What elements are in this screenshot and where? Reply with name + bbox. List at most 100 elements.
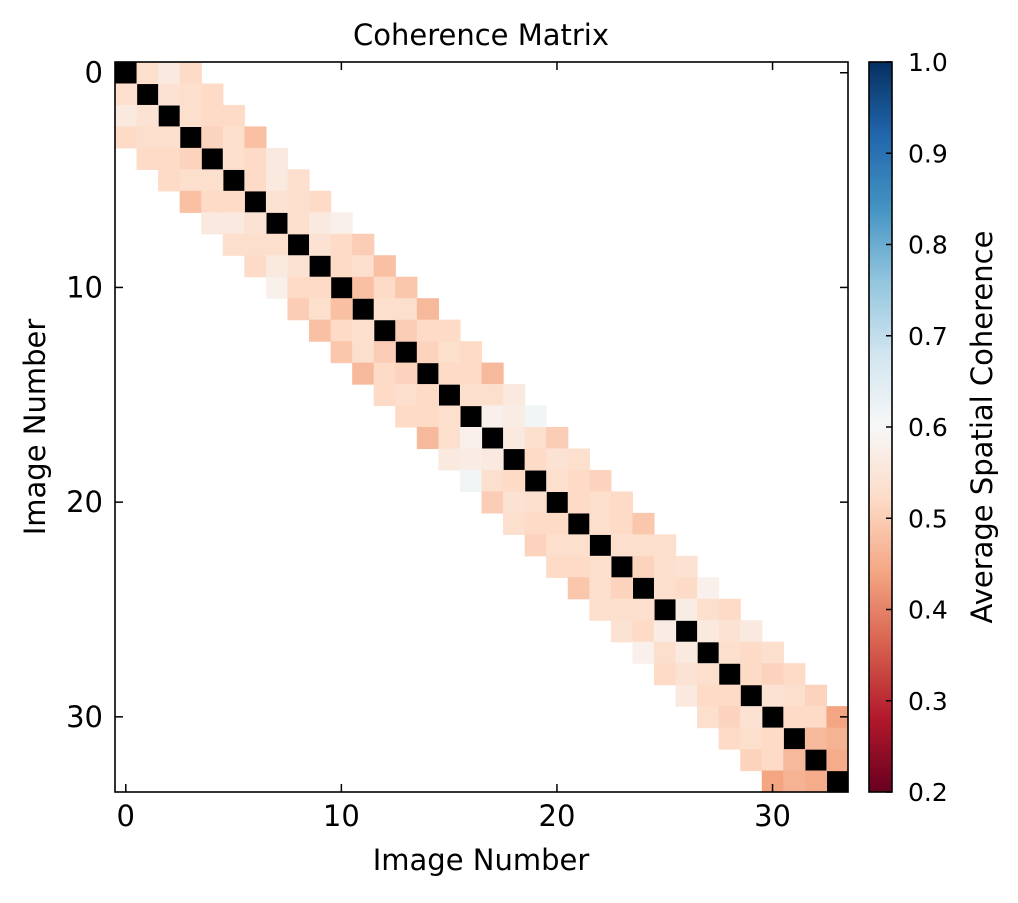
colorbar-tick-label: 0.8 <box>908 231 948 260</box>
heatmap-cell <box>373 276 396 299</box>
heatmap-cell <box>459 341 483 364</box>
diagonal-cell <box>632 577 655 600</box>
heatmap-cell <box>481 491 504 514</box>
heatmap-cell <box>632 598 655 621</box>
heatmap-cell <box>416 341 439 364</box>
heatmap-cell <box>373 255 396 278</box>
heatmap-cell <box>244 169 267 192</box>
heatmap-cell <box>222 212 245 235</box>
diagonal-cell <box>373 319 396 342</box>
heatmap-cell <box>330 255 353 278</box>
heatmap-cell <box>222 190 245 213</box>
heatmap-cell <box>115 83 138 106</box>
heatmap-cell <box>503 469 526 493</box>
heatmap-cell <box>330 341 353 364</box>
diagonal-cell <box>610 555 634 578</box>
heatmap-cell <box>546 427 569 450</box>
y-axis-label: Image Number <box>18 319 52 536</box>
heatmap-cell <box>524 512 547 535</box>
colorbar-tick-label: 0.2 <box>908 778 948 807</box>
heatmap-cell <box>503 384 526 407</box>
heatmap-cell <box>761 727 784 750</box>
heatmap-cell <box>287 169 310 192</box>
heatmap-cell <box>740 641 763 664</box>
heatmap-cell <box>330 233 353 256</box>
diagonal-cell <box>309 255 332 278</box>
heatmap-cell <box>610 620 634 643</box>
heatmap-cell <box>438 427 461 450</box>
plot-frame <box>114 61 849 793</box>
diagonal-cell <box>115 62 138 85</box>
heatmap-cell <box>610 534 634 557</box>
heatmap-cell <box>718 620 741 643</box>
heatmap-cell <box>481 405 504 428</box>
heatmap-cell <box>524 405 547 428</box>
heatmap-cell <box>395 362 418 385</box>
diagonal-cell <box>179 126 202 149</box>
heatmap-cell <box>395 384 418 407</box>
heatmap-cell <box>653 555 677 578</box>
heatmap-cell <box>179 190 202 213</box>
heatmap-cell <box>309 212 332 235</box>
heatmap-cell <box>309 298 332 321</box>
heatmap-cells <box>115 62 849 793</box>
diagonal-cell <box>459 405 483 428</box>
heatmap-cell <box>244 147 267 170</box>
heatmap-cell <box>632 512 655 535</box>
colorbar-tick-label: 0.4 <box>908 596 948 625</box>
diagonal-cell <box>567 512 590 535</box>
x-axis-label: Image Number <box>373 843 590 877</box>
heatmap-cell <box>632 534 655 557</box>
heatmap-cell <box>761 641 784 664</box>
heatmap-cell <box>589 491 612 514</box>
heatmap-cell <box>632 620 655 643</box>
heatmap-cell <box>546 512 569 535</box>
chart-title: Coherence Matrix <box>353 18 609 52</box>
diagonal-cell <box>222 169 245 192</box>
heatmap-cell <box>352 233 375 256</box>
heatmap-cell <box>265 169 289 192</box>
heatmap-cell <box>222 126 245 149</box>
diagonal-cell <box>675 620 698 643</box>
heatmap-cell <box>524 427 547 450</box>
heatmap-cell <box>804 706 828 729</box>
heatmap-cell <box>567 491 590 514</box>
heatmap-cell <box>330 319 353 342</box>
heatmap-cell <box>158 62 181 85</box>
heatmap-cell <box>826 727 849 750</box>
heatmap-cell <box>179 62 202 85</box>
heatmap-cell <box>503 491 526 514</box>
heatmap-cell <box>244 212 267 235</box>
heatmap-cell <box>567 577 590 600</box>
heatmap-cell <box>610 491 634 514</box>
heatmap-cell <box>222 233 245 256</box>
heatmap-cell <box>826 749 849 772</box>
heatmap-cell <box>826 706 849 729</box>
heatmap-cell <box>158 169 181 192</box>
heatmap-cell <box>373 362 396 385</box>
heatmap-cell <box>136 147 159 170</box>
heatmap-cell <box>179 104 202 128</box>
heatmap-cell <box>265 233 289 256</box>
heatmap-cell <box>352 319 375 342</box>
heatmap-cell <box>589 469 612 493</box>
heatmap-cell <box>567 448 590 471</box>
heatmap-cell <box>395 405 418 428</box>
heatmap-cell <box>201 169 224 192</box>
heatmap-cell <box>481 362 504 385</box>
heatmap-cell <box>503 405 526 428</box>
heatmap-cell <box>416 427 439 450</box>
heatmap-cell <box>244 126 267 149</box>
heatmap-cell <box>804 770 828 793</box>
heatmap-cell <box>438 405 461 428</box>
colorbar-tick-label: 0.7 <box>908 322 948 351</box>
heatmap-cell <box>136 62 159 85</box>
heatmap-cell <box>416 384 439 407</box>
heatmap-cell <box>761 663 784 686</box>
diagonal-cell <box>697 641 720 664</box>
heatmap-cell <box>783 684 806 707</box>
heatmap-cell <box>761 770 784 793</box>
heatmap-cell <box>697 663 720 686</box>
heatmap-cell <box>265 255 289 278</box>
heatmap-cell <box>309 319 332 342</box>
